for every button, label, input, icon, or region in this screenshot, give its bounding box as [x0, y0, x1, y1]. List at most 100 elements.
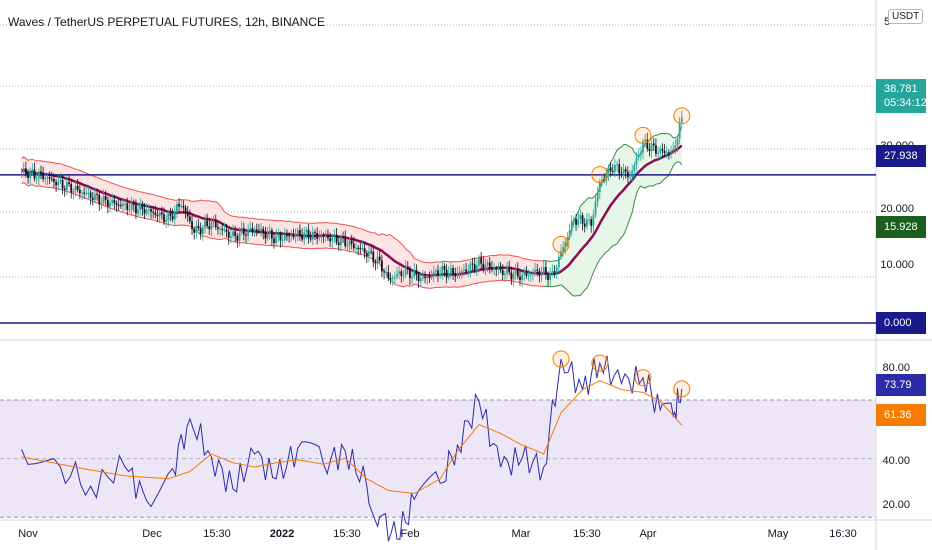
candle-body [614, 164, 616, 172]
candle-body [396, 273, 398, 278]
candle-body [650, 143, 653, 151]
candle-body [456, 273, 459, 277]
candle-body [499, 268, 502, 270]
candle-body [268, 230, 271, 234]
candle-body [355, 247, 357, 249]
time-tick-label: 15:30 [203, 528, 231, 540]
candle-body [601, 180, 603, 182]
candle-body [424, 276, 426, 278]
candle-body [68, 182, 70, 185]
candle-body [421, 276, 424, 279]
candle-body [292, 235, 295, 238]
currency-button[interactable]: USDT [888, 9, 924, 24]
candle-body [480, 257, 483, 264]
candle-body [445, 269, 448, 278]
candle-body [406, 266, 409, 269]
candle-body [260, 228, 262, 231]
candle-body [482, 263, 485, 270]
candle-body [132, 202, 135, 206]
hline-upper-label: 27.938 [876, 145, 926, 167]
candle-body [454, 273, 457, 277]
rsi-tick-label: 40.00 [882, 455, 910, 467]
candle-body [113, 200, 116, 204]
candle-body [672, 148, 675, 151]
time-tick-label: 2022 [270, 528, 294, 540]
candle-body [327, 236, 329, 239]
candle-body [83, 192, 86, 194]
candle-body [76, 186, 79, 190]
candle-body [495, 268, 498, 270]
candle-body [182, 205, 185, 208]
candle-body [368, 251, 370, 257]
candle-body [419, 278, 422, 281]
candle-body [544, 267, 547, 275]
candle-body [46, 177, 49, 179]
candle-body [441, 266, 444, 274]
candle-body [201, 227, 204, 234]
candle-body [122, 203, 124, 207]
candle-body [413, 270, 416, 277]
candle-body [585, 219, 588, 227]
rsi-peak-highlight [634, 369, 652, 387]
candle-body [432, 271, 435, 277]
candle-body [665, 152, 668, 154]
candle-body [430, 276, 433, 278]
candle-body [81, 192, 83, 194]
candle-body [497, 268, 500, 270]
candle-body [33, 169, 36, 179]
candle-body [316, 232, 319, 239]
candle-body [184, 207, 187, 212]
candle-body [532, 273, 534, 275]
rsi-peak-highlight [673, 380, 691, 398]
candle-body [150, 209, 152, 212]
time-tick-label: Feb [401, 528, 420, 540]
rsi-tick-label: 20.00 [882, 499, 910, 511]
candle-body [55, 182, 57, 186]
candle-body [186, 211, 189, 217]
candle-body [637, 155, 640, 158]
candle-body [626, 171, 629, 178]
candle-body [437, 270, 439, 277]
candle-body [676, 138, 679, 146]
symbol-title: Waves / TetherUS PERPETUAL FUTURES, 12h,… [8, 15, 325, 29]
candle-body [156, 215, 159, 217]
time-tick-label: 16:30 [829, 528, 857, 540]
candle-body [94, 193, 96, 200]
candle-body [309, 238, 312, 240]
candle-body [447, 273, 450, 278]
candle-body [592, 214, 595, 226]
rsi-peak-highlight [591, 354, 609, 372]
candle-body [48, 177, 51, 179]
candle-body [173, 211, 176, 220]
swing-high-highlight [634, 126, 652, 144]
candle-body [488, 262, 491, 268]
candle-body [469, 263, 472, 271]
candle-body [221, 228, 224, 231]
candle-body [212, 221, 215, 223]
candle-body [443, 266, 446, 270]
candle-body [264, 232, 267, 239]
candle-body [400, 271, 403, 276]
candle-body [232, 231, 234, 236]
candle-body [562, 247, 565, 252]
candle-body [473, 264, 476, 271]
candle-body [573, 219, 575, 221]
candle-body [299, 229, 301, 236]
candle-body [44, 178, 47, 180]
candle-body [402, 275, 405, 277]
candle-body [342, 237, 344, 239]
candle-body [160, 212, 163, 215]
candle-body [510, 272, 513, 280]
candle-body [314, 232, 316, 234]
candle-body [240, 228, 243, 233]
candle-body [387, 271, 390, 279]
candle-body [223, 229, 226, 231]
candle-body [40, 171, 42, 174]
candle-body [229, 235, 232, 238]
candle-body [525, 273, 528, 276]
candle-body [72, 190, 75, 193]
swing-high-highlight [673, 107, 691, 125]
bb-lower-band [543, 161, 683, 297]
candle-body [53, 178, 55, 183]
